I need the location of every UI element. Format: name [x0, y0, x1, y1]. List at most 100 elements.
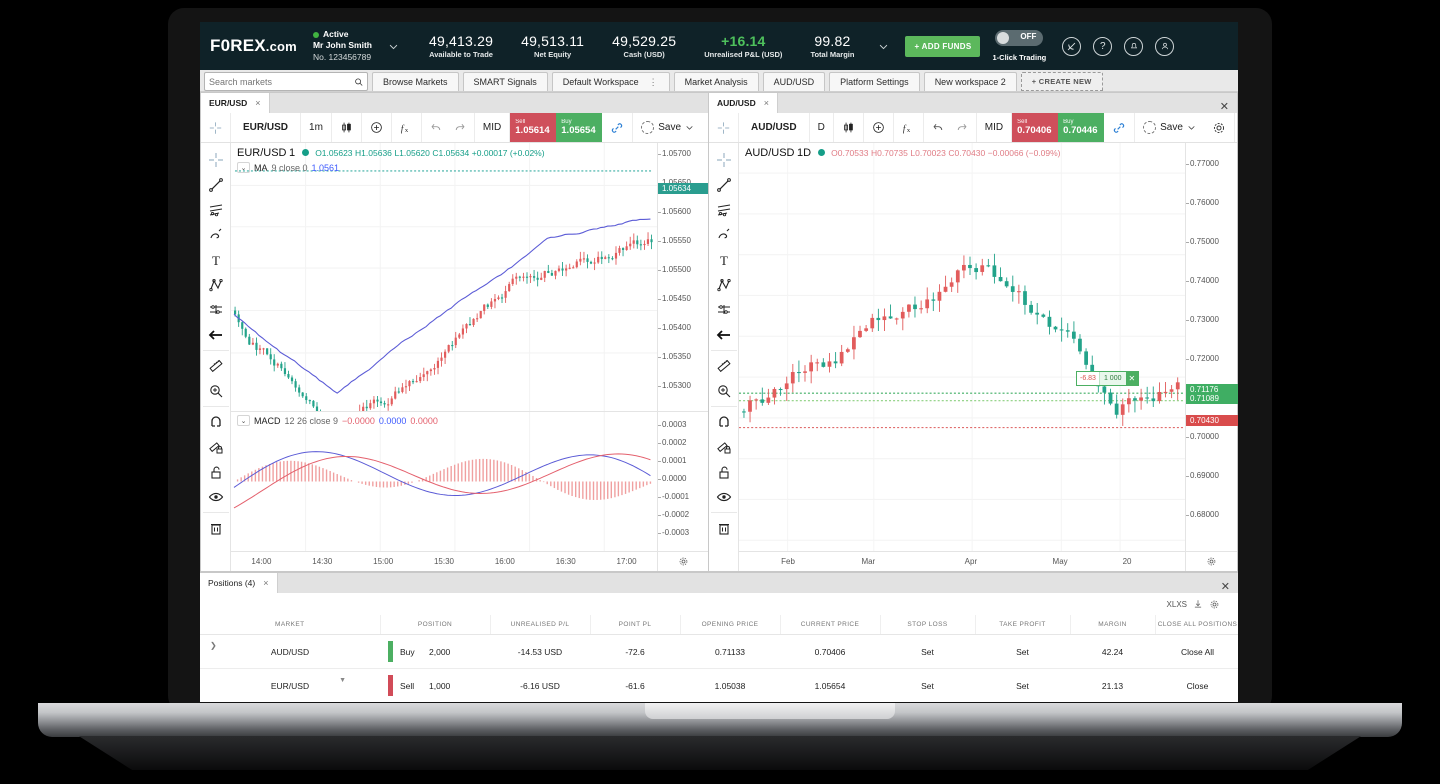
cell-take-profit[interactable]: Set — [975, 668, 1070, 702]
xaxis-eurusd[interactable]: 14:00 14:30 15:00 15:30 16:00 16:30 17:00 — [231, 551, 709, 571]
table-row[interactable]: ❯ AUD/USD Buy 2,000 -14.53 USD -72.6 0.71133 0.… — [200, 634, 1238, 669]
xaxis-audusd[interactable]: Feb Mar Apr May 20 — [739, 551, 1237, 571]
cell-close-button[interactable]: Close — [1155, 668, 1238, 702]
timeframe-button[interactable]: 1m — [301, 113, 332, 142]
magnet-icon[interactable] — [202, 406, 229, 434]
pitchfork-icon[interactable] — [711, 272, 737, 297]
fib-icon[interactable] — [203, 197, 229, 222]
stats-chevron-down-icon[interactable] — [878, 41, 889, 52]
price-yaxis-eurusd[interactable]: 1.057001.056501.056001.055501.055001.054… — [657, 143, 710, 411]
table-column-header[interactable]: POSITION — [380, 615, 491, 635]
chart-settings-button[interactable] — [1204, 113, 1235, 142]
cell-stop-loss[interactable]: Set — [880, 668, 975, 702]
timeframe-button[interactable]: D — [810, 113, 834, 142]
lock-drawings-icon[interactable] — [711, 434, 737, 459]
sell-button[interactable]: Sell 1.05614 — [510, 113, 557, 142]
arrow-left-icon[interactable] — [711, 322, 737, 347]
cell-stop-loss[interactable]: Set — [880, 634, 975, 669]
crosshair-tool-cell[interactable] — [201, 113, 231, 142]
table-column-header[interactable]: CLOSE ALL POSITIONS — [1155, 615, 1238, 635]
save-button[interactable]: Save — [633, 113, 702, 142]
workspace-tab-browse-markets[interactable]: Browse Markets — [372, 72, 459, 91]
search-icon[interactable] — [354, 77, 363, 87]
macd-plot-area[interactable]: ⌄ MACD 12 26 close 9 −0.0000 0.0000 0.00… — [231, 412, 657, 551]
table-column-header[interactable]: MARKET — [200, 615, 381, 635]
download-icon[interactable] — [1193, 599, 1203, 609]
table-column-header[interactable]: TAKE PROFIT — [975, 615, 1071, 635]
workspace-tab-default-workspace[interactable]: Default Workspace ⋮ — [551, 72, 670, 91]
crosshair-icon[interactable] — [203, 147, 229, 172]
undo-button[interactable] — [422, 113, 445, 142]
macd-collapse-chevron-icon[interactable]: ⌄ — [237, 415, 250, 426]
user-icon[interactable] — [1155, 36, 1175, 56]
cell-close-button[interactable]: Close All — [1155, 634, 1238, 669]
gear-icon[interactable] — [1209, 599, 1220, 610]
redo-button[interactable] — [947, 113, 977, 142]
close-icon[interactable]: × — [763, 98, 769, 108]
open-position-marker[interactable]: -6.83 1 000 ✕ — [1076, 371, 1140, 386]
zoom-in-icon[interactable] — [711, 378, 737, 403]
workspace-tab-platform-settings[interactable]: Platform Settings — [829, 72, 920, 91]
panel-tab-audusd[interactable]: AUD/USD × — [709, 93, 778, 113]
forecast-icon[interactable] — [711, 297, 737, 322]
chart-type-button[interactable] — [834, 113, 864, 142]
cell-market[interactable]: ❯ AUD/USD — [200, 634, 380, 669]
table-column-header[interactable]: MARGIN — [1070, 615, 1156, 635]
chart-type-button[interactable] — [332, 113, 362, 142]
trash-icon[interactable] — [202, 512, 229, 540]
account-summary[interactable]: Active Mr John Smith No. 123456789 — [312, 29, 372, 63]
brush-icon[interactable] — [203, 222, 229, 247]
ma-collapse-chevron-icon[interactable]: ⌄ — [237, 162, 250, 173]
macd-yaxis[interactable]: 0.0003 0.0002 0.0001 0.0000 -0.0001 -0.0002 -0… — [657, 412, 709, 551]
trendline-icon[interactable] — [711, 172, 737, 197]
eye-icon[interactable] — [203, 484, 229, 509]
create-new-workspace-button[interactable]: + CREATE NEW — [1020, 72, 1103, 91]
table-column-header[interactable]: OPENING PRICE — [680, 615, 781, 635]
forecast-icon[interactable] — [203, 297, 229, 322]
trash-icon[interactable] — [710, 512, 737, 540]
close-icon[interactable]: × — [255, 98, 261, 108]
panel-tab-eurusd[interactable]: EUR/USD × — [201, 93, 270, 113]
chevron-down-icon[interactable] — [1187, 123, 1196, 132]
price-plot-area-eurusd[interactable]: EUR/USD 1 O1.05623 H1.05636 L1.05620 C1.… — [231, 143, 657, 411]
pitchfork-icon[interactable] — [203, 272, 229, 297]
unlock-icon[interactable] — [203, 459, 229, 484]
add-indicator-button[interactable] — [362, 113, 392, 142]
search-markets-box[interactable] — [204, 72, 368, 91]
cell-take-profit[interactable]: Set — [975, 634, 1070, 669]
mid-button[interactable]: MID — [977, 113, 1013, 142]
workspace-tab-new-workspace-2[interactable]: New workspace 2 — [923, 72, 1017, 91]
price-yaxis-audusd[interactable]: 0.77000 0.76000 0.75000 0.74000 0.73000 0.720… — [1185, 143, 1238, 551]
positions-tab[interactable]: Positions (4) × — [200, 573, 278, 593]
workspace-tab-audusd[interactable]: AUD/USD — [762, 72, 826, 91]
brush-icon[interactable] — [711, 222, 737, 247]
workspace-tab-smart-signals[interactable]: SMART Signals — [462, 72, 548, 91]
add-indicator-button[interactable] — [864, 113, 894, 142]
zoom-in-icon[interactable] — [203, 378, 229, 403]
search-input[interactable] — [209, 76, 354, 87]
row-expander-icon[interactable]: ❯ — [210, 641, 217, 650]
price-plot-area-audusd[interactable]: AUD/USD 1D O0.70533 H0.70735 L0.70023 C0… — [739, 143, 1185, 551]
arrow-left-icon[interactable] — [203, 322, 229, 347]
magnet-icon[interactable] — [710, 406, 737, 434]
chart-settings-corner-eurusd[interactable] — [657, 552, 709, 571]
close-position-icon[interactable]: ✕ — [1125, 372, 1139, 385]
crosshair-tool-cell[interactable] — [709, 113, 739, 142]
eye-icon[interactable] — [711, 484, 737, 509]
bell-icon[interactable] — [1124, 36, 1144, 56]
lock-drawings-icon[interactable] — [203, 434, 229, 459]
redo-button[interactable] — [445, 113, 475, 142]
add-funds-button[interactable]: + ADD FUNDS — [905, 35, 981, 57]
unlock-icon[interactable] — [711, 459, 737, 484]
account-chevron-down-icon[interactable] — [388, 41, 399, 52]
symbol-button[interactable]: EUR/USD — [231, 113, 302, 142]
chevron-down-icon[interactable]: ▼ — [339, 677, 346, 684]
chevron-down-icon[interactable] — [685, 123, 694, 132]
table-column-header[interactable]: STOP LOSS — [880, 615, 976, 635]
buy-button[interactable]: Buy 0.70446 — [1058, 113, 1105, 142]
table-column-header[interactable]: UNREALISED P/L — [490, 615, 591, 635]
ruler-icon[interactable] — [202, 350, 229, 378]
panel-close-button-audusd[interactable]: ✕ — [1219, 101, 1229, 113]
mid-button[interactable]: MID — [475, 113, 511, 142]
